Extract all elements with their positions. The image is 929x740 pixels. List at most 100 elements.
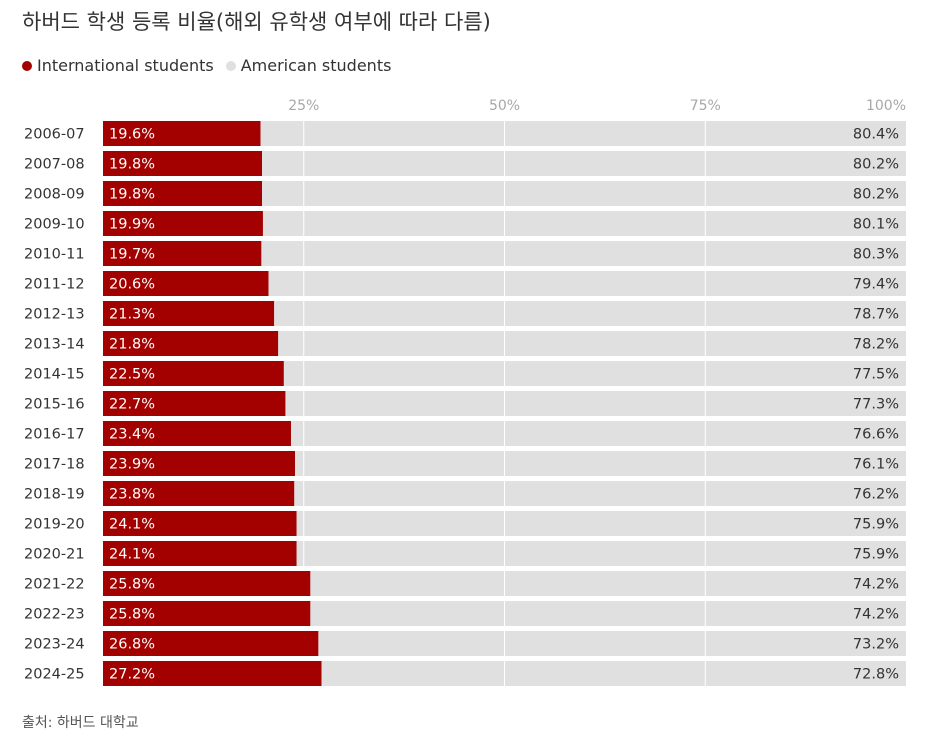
category-label-2008-09: 2008-09 xyxy=(24,187,85,203)
value-label-american-2013-14: 78.2% xyxy=(853,337,899,353)
bar-international-top-2020-21 xyxy=(103,541,297,566)
value-label-american-2019-20: 75.9% xyxy=(853,517,899,533)
x-tick-label-100: 100% xyxy=(866,98,906,114)
x-tick-label-50: 50% xyxy=(489,98,520,114)
value-label-international-2018-19: 23.8% xyxy=(109,487,155,503)
bar-american-2006-07 xyxy=(260,121,906,146)
value-label-american-2021-22: 74.2% xyxy=(853,577,899,593)
source-note: 출처: 하버드 대학교 xyxy=(22,715,139,731)
bar-international-top-2015-16 xyxy=(103,391,286,416)
value-label-international-2024-25: 27.2% xyxy=(109,667,155,683)
bar-american-2015-16 xyxy=(285,391,906,416)
value-label-american-2011-12: 79.4% xyxy=(853,277,899,293)
bar-american-2023-24 xyxy=(318,631,907,656)
bar-international-top-2008-09 xyxy=(103,181,262,206)
bar-american-2019-20 xyxy=(296,511,906,536)
bar-american-2021-22 xyxy=(310,571,906,596)
bar-american-2007-08 xyxy=(261,151,906,176)
value-label-international-2009-10: 19.9% xyxy=(109,217,155,233)
value-label-american-2020-21: 75.9% xyxy=(853,547,899,563)
bar-american-2022-23 xyxy=(310,601,906,626)
value-label-american-2023-24: 73.2% xyxy=(853,637,899,653)
category-label-2014-15: 2014-15 xyxy=(24,367,85,383)
bar-international-top-2011-12 xyxy=(103,271,269,296)
bar-international-top-2006-07 xyxy=(103,121,261,146)
value-label-american-2015-16: 77.3% xyxy=(853,397,899,413)
bar-international-top-2009-10 xyxy=(103,211,263,236)
bar-international-top-2021-22 xyxy=(103,571,311,596)
legend-item-international: International students xyxy=(22,56,214,75)
value-label-american-2016-17: 76.6% xyxy=(853,427,899,443)
value-label-american-2006-07: 80.4% xyxy=(853,127,899,143)
value-label-international-2011-12: 20.6% xyxy=(109,277,155,293)
legend-label-international: International students xyxy=(37,56,214,75)
value-label-american-2022-23: 74.2% xyxy=(853,607,899,623)
bar-international-top-2016-17 xyxy=(103,421,291,446)
value-label-international-2012-13: 21.3% xyxy=(109,307,155,323)
value-label-international-2010-11: 19.7% xyxy=(109,247,155,263)
bar-international-top-2018-19 xyxy=(103,481,295,506)
bar-international-top-2019-20 xyxy=(103,511,297,536)
bar-american-2008-09 xyxy=(261,181,906,206)
bar-international-top-2022-23 xyxy=(103,601,311,626)
bar-international-top-2017-18 xyxy=(103,451,295,476)
category-label-2020-21: 2020-21 xyxy=(24,547,85,563)
value-label-american-2017-18: 76.1% xyxy=(853,457,899,473)
legend-swatch-international xyxy=(22,60,32,71)
category-label-2019-20: 2019-20 xyxy=(24,517,85,533)
value-label-american-2007-08: 80.2% xyxy=(853,157,899,173)
value-label-international-2006-07: 19.6% xyxy=(109,127,155,143)
category-label-2015-16: 2015-16 xyxy=(24,397,85,413)
value-label-international-2021-22: 25.8% xyxy=(109,577,155,593)
bar-international-top-2024-25 xyxy=(103,661,322,686)
bar-american-2014-15 xyxy=(283,361,906,386)
bar-american-2016-17 xyxy=(290,421,907,446)
bar-american-2024-25 xyxy=(321,661,906,686)
bar-international-top-2010-11 xyxy=(103,241,262,266)
category-label-2010-11: 2010-11 xyxy=(24,247,85,263)
x-tick-label-75: 75% xyxy=(690,98,721,114)
value-label-international-2007-08: 19.8% xyxy=(109,157,155,173)
category-label-2021-22: 2021-22 xyxy=(24,577,85,593)
chart-title: 하버드 학생 등록 비율(해외 유학생 여부에 따라 다름) xyxy=(22,10,491,34)
category-label-2011-12: 2011-12 xyxy=(24,277,85,293)
bar-american-2013-14 xyxy=(278,331,907,356)
legend-item-american: American students xyxy=(225,56,391,75)
chart-legend: International students American students xyxy=(22,56,403,75)
category-label-2009-10: 2009-10 xyxy=(24,217,85,233)
category-label-2012-13: 2012-13 xyxy=(24,307,85,323)
category-label-2013-14: 2013-14 xyxy=(24,337,85,353)
value-label-international-2020-21: 24.1% xyxy=(109,547,155,563)
value-label-international-2008-09: 19.8% xyxy=(109,187,155,203)
bar-international-top-2007-08 xyxy=(103,151,262,176)
category-label-2023-24: 2023-24 xyxy=(24,637,85,653)
value-label-international-2013-14: 21.8% xyxy=(109,337,155,353)
bar-international-top-2013-14 xyxy=(103,331,279,356)
bar-american-2017-18 xyxy=(294,451,906,476)
bar-american-2018-19 xyxy=(294,481,906,506)
value-label-american-2018-19: 76.2% xyxy=(853,487,899,503)
value-label-american-2008-09: 80.2% xyxy=(853,187,899,203)
value-label-american-2010-11: 80.3% xyxy=(853,247,899,263)
value-label-american-2024-25: 72.8% xyxy=(853,667,899,683)
bar-american-2020-21 xyxy=(296,541,906,566)
value-label-american-2014-15: 77.5% xyxy=(853,367,899,383)
bar-international-top-2012-13 xyxy=(103,301,275,326)
value-label-international-2022-23: 25.8% xyxy=(109,607,155,623)
category-label-2024-25: 2024-25 xyxy=(24,667,85,683)
bar-american-2009-10 xyxy=(262,211,906,236)
value-label-international-2016-17: 23.4% xyxy=(109,427,155,443)
bar-american-2010-11 xyxy=(261,241,906,266)
bar-american-2011-12 xyxy=(268,271,907,296)
category-label-2018-19: 2018-19 xyxy=(24,487,85,503)
bar-american-2012-13 xyxy=(274,301,906,326)
value-label-international-2015-16: 22.7% xyxy=(109,397,155,413)
value-label-international-2017-18: 23.9% xyxy=(109,457,155,473)
stacked-bar-chart: 25% 50% 75% 100% 2006-07 19.6% 80.4% 2007-08 19.… xyxy=(24,98,907,686)
value-label-international-2023-24: 26.8% xyxy=(109,637,155,653)
legend-swatch-american xyxy=(225,60,236,71)
bar-international-top-2023-24 xyxy=(103,631,319,656)
category-label-2006-07: 2006-07 xyxy=(24,127,85,143)
category-label-2022-23: 2022-23 xyxy=(24,607,85,623)
bar-international-top-2014-15 xyxy=(103,361,284,386)
